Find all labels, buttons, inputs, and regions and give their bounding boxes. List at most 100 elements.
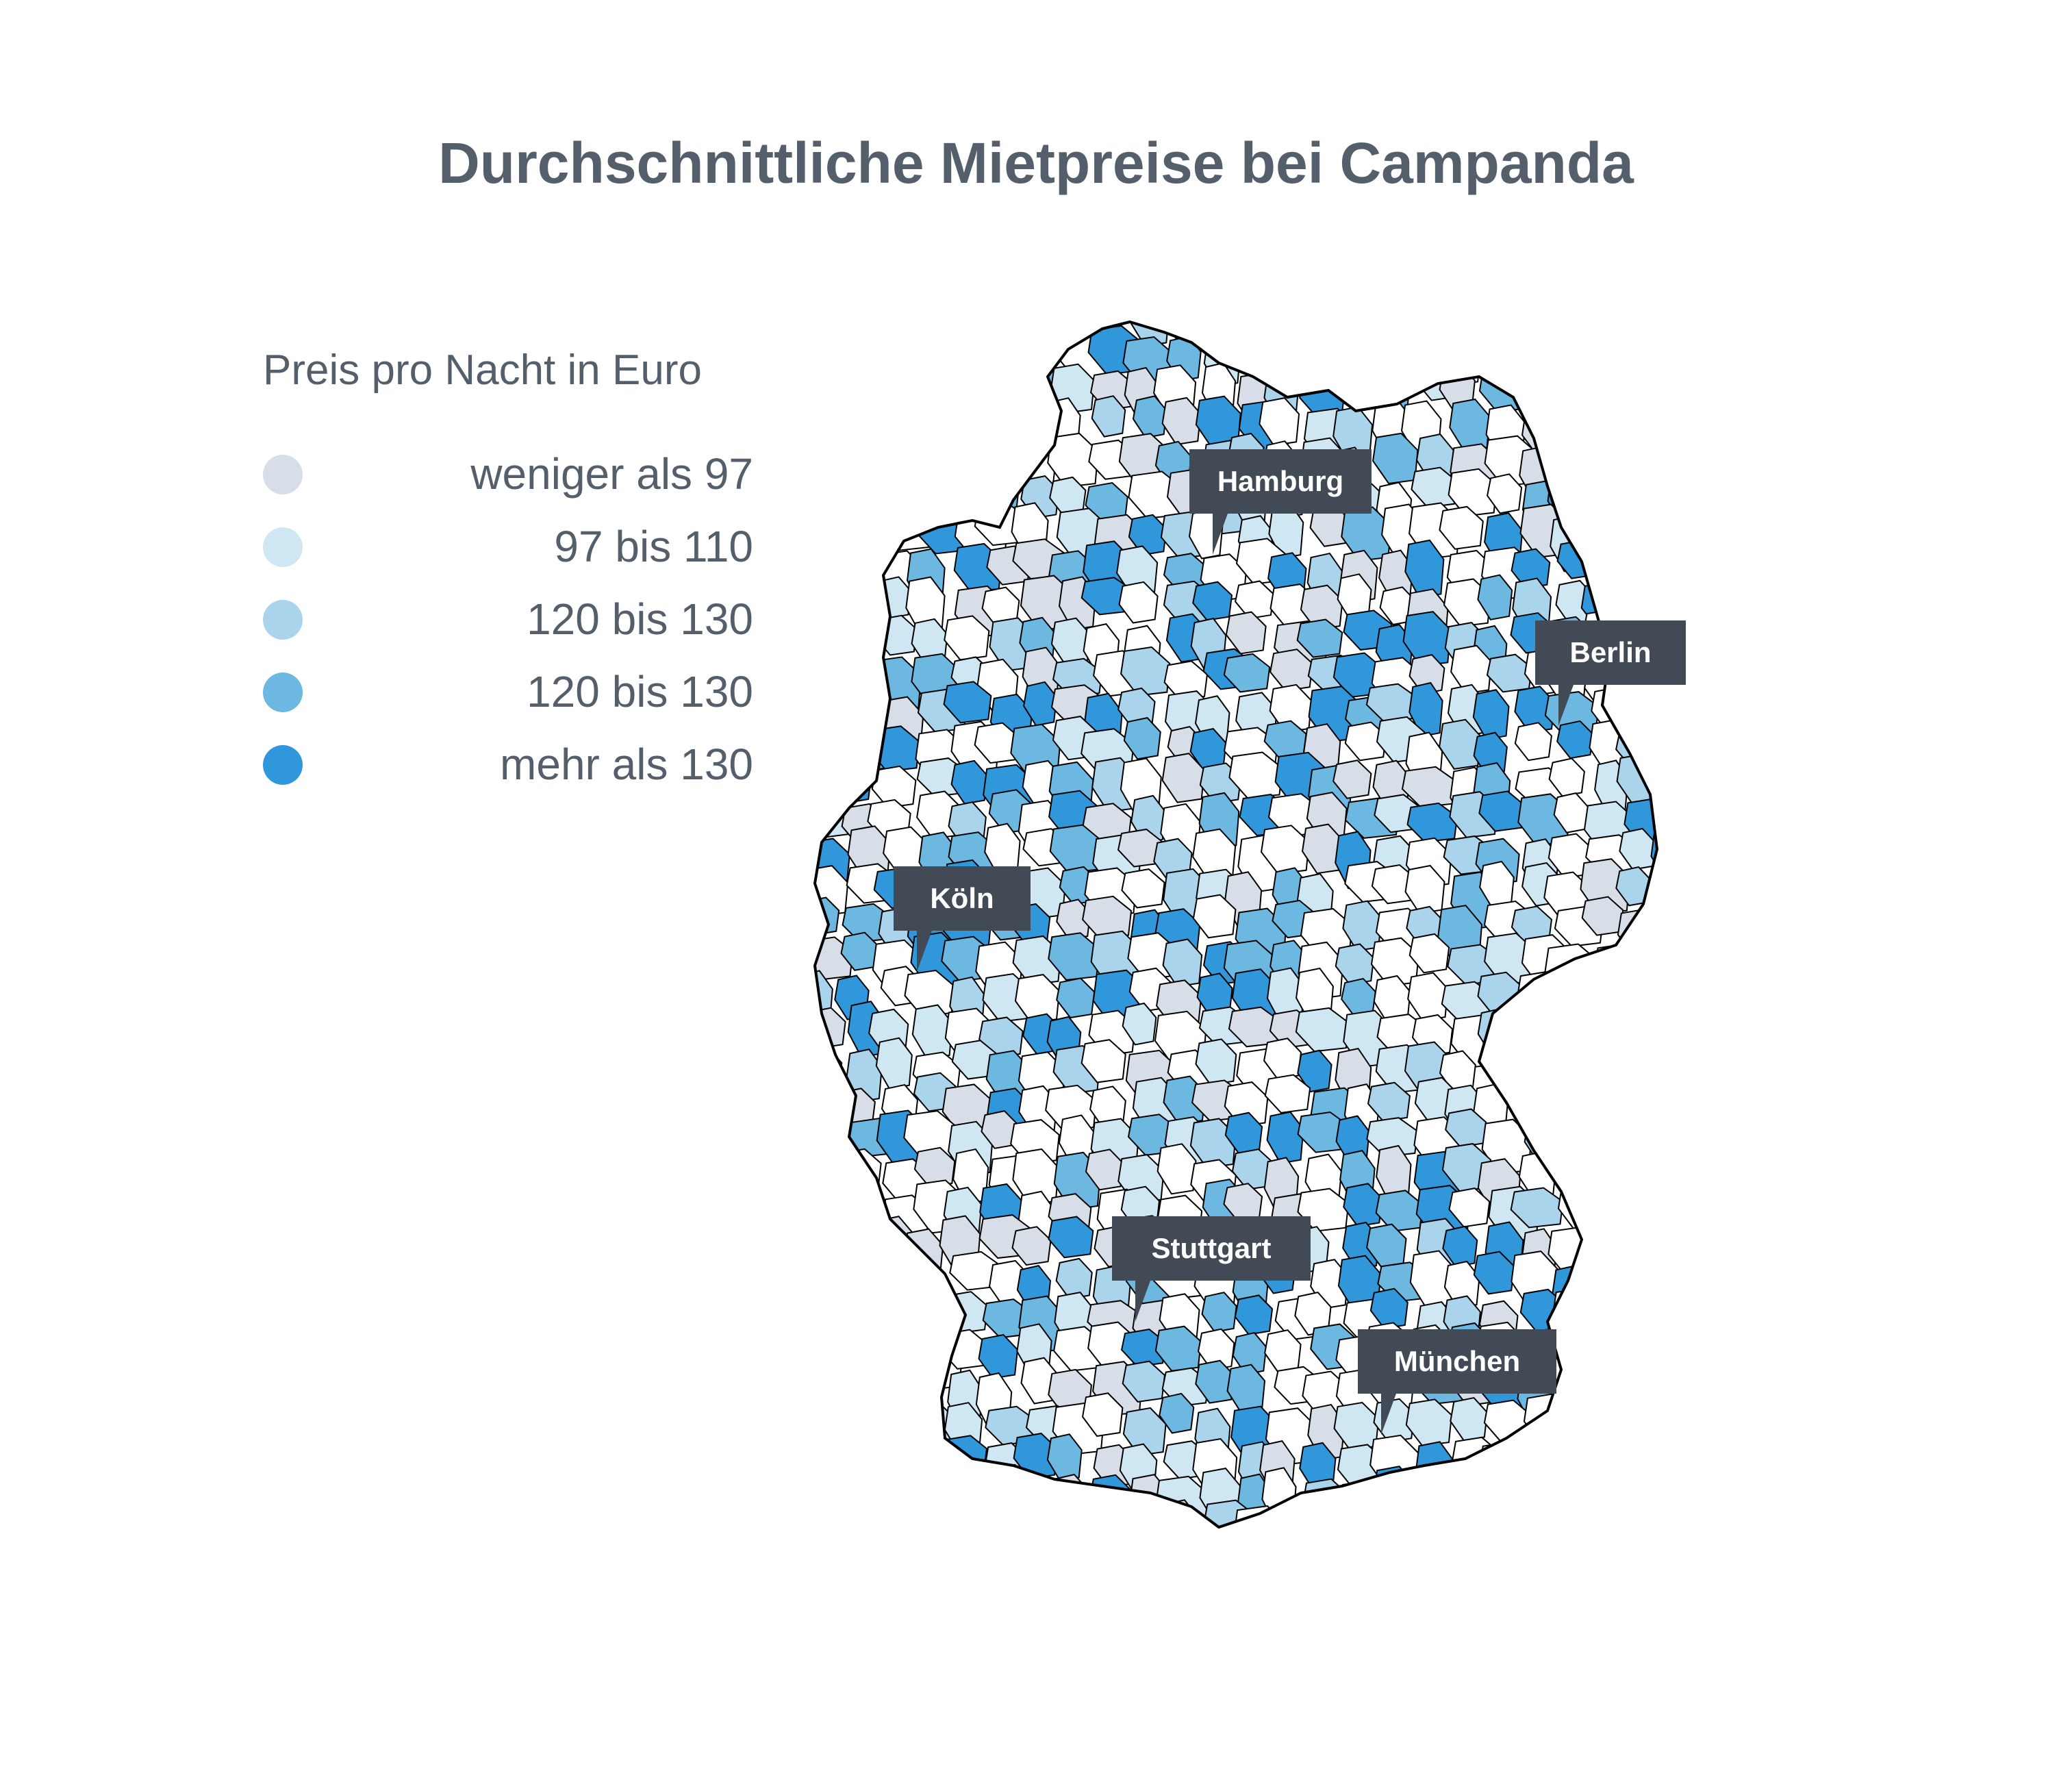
district-region	[868, 325, 907, 370]
district-region	[1551, 1040, 1603, 1083]
district-region	[1767, 1153, 1780, 1194]
district-region	[1556, 411, 1593, 460]
district-region	[1522, 370, 1565, 425]
district-region	[1512, 1579, 1550, 1603]
legend-item-120-130-b: 120 bis 130	[263, 663, 753, 725]
district-region	[835, 1466, 877, 1513]
district-region	[1550, 979, 1592, 1024]
district-region	[1196, 1572, 1232, 1603]
district-region	[845, 1546, 891, 1587]
district-region	[1046, 1433, 1083, 1482]
district-region	[1580, 1117, 1616, 1157]
district-region	[1771, 367, 1780, 420]
district-region	[918, 366, 970, 415]
district-region	[1296, 618, 1343, 658]
district-region	[1120, 1580, 1171, 1603]
district-region	[1617, 1463, 1655, 1518]
district-region	[1724, 759, 1770, 816]
district-region	[877, 505, 933, 552]
district-region	[1702, 939, 1745, 992]
district-region	[1660, 1226, 1710, 1281]
district-region	[1689, 826, 1741, 881]
district-region	[1625, 1504, 1657, 1527]
district-region	[1758, 1470, 1780, 1512]
district-region	[1047, 432, 1099, 488]
legend-item-lt97: weniger als 97	[263, 445, 753, 507]
district-region	[1726, 1286, 1775, 1335]
district-region	[1122, 1549, 1157, 1603]
district-region	[1656, 397, 1657, 439]
district-region	[1558, 1085, 1605, 1143]
district-region	[1406, 802, 1458, 843]
district-region	[1368, 1551, 1410, 1603]
district-region	[1091, 395, 1126, 438]
district-region	[1338, 1479, 1388, 1524]
district-region	[1163, 660, 1209, 701]
district-region	[815, 690, 842, 749]
district-region	[1733, 1439, 1774, 1479]
district-region	[981, 322, 1020, 351]
district-region	[1763, 1124, 1780, 1173]
district-region	[1122, 1360, 1166, 1403]
district-region	[1593, 1222, 1643, 1267]
district-region	[1663, 1407, 1696, 1461]
district-region	[1547, 372, 1587, 424]
district-region	[1450, 1396, 1488, 1442]
district-region	[832, 574, 885, 633]
district-region	[1344, 721, 1387, 762]
district-region	[1405, 1398, 1453, 1447]
district-region	[1223, 653, 1271, 693]
district-region	[1621, 1572, 1669, 1603]
district-region	[1234, 1294, 1274, 1335]
district-region	[987, 1545, 1037, 1600]
district-region	[1266, 1111, 1304, 1164]
district-region	[815, 336, 844, 394]
district-region	[839, 695, 874, 753]
district-region	[1622, 1288, 1657, 1331]
district-region	[1523, 1393, 1569, 1445]
district-region	[1120, 646, 1171, 696]
district-region	[1332, 759, 1372, 799]
district-region	[1549, 440, 1591, 497]
district-region	[1012, 1508, 1052, 1527]
district-region	[1380, 333, 1417, 375]
district-region	[1663, 906, 1715, 945]
district-region	[952, 365, 992, 409]
district-region	[1442, 1542, 1480, 1599]
district-region	[978, 1333, 1019, 1379]
district-region	[1545, 322, 1595, 352]
district-region	[843, 368, 889, 420]
district-region	[813, 1540, 850, 1583]
district-region	[1586, 1502, 1627, 1527]
district-region	[1475, 1505, 1516, 1527]
district-region	[952, 1578, 995, 1603]
district-region	[1723, 1476, 1776, 1516]
district-region	[1628, 474, 1657, 525]
district-region	[950, 759, 988, 805]
district-region	[1131, 1514, 1180, 1527]
district-region	[1402, 611, 1452, 667]
district-region	[876, 1359, 914, 1411]
district-region	[815, 473, 848, 531]
district-region	[1628, 510, 1657, 567]
district-region	[842, 621, 881, 681]
district-region	[1336, 1579, 1375, 1603]
legend-item-97-110: 97 bis 110	[263, 518, 753, 579]
district-region	[904, 1473, 941, 1513]
district-region	[1407, 322, 1457, 344]
district-region	[1557, 1181, 1605, 1231]
district-region	[1625, 966, 1657, 1022]
district-region	[1692, 1501, 1737, 1540]
district-region	[1699, 1116, 1745, 1168]
district-region	[1121, 868, 1165, 909]
district-region	[1085, 1148, 1124, 1191]
district-region	[1448, 468, 1498, 517]
district-region	[1761, 542, 1780, 586]
district-region	[815, 1469, 846, 1516]
district-region	[845, 546, 891, 589]
district-region	[1699, 1361, 1743, 1408]
city-label-hamburg: Hamburg	[1189, 449, 1372, 555]
district-region	[1654, 1159, 1657, 1211]
district-region	[1235, 580, 1275, 620]
district-region	[815, 1433, 852, 1477]
